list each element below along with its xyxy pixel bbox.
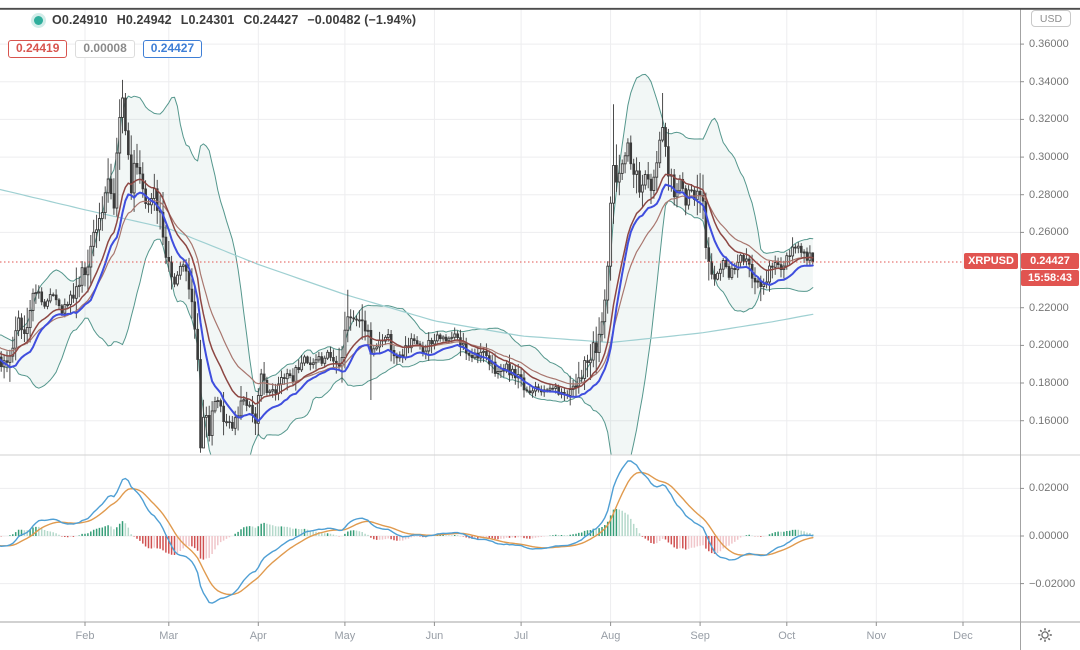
price-tick-label: 0.34000 [1029,75,1069,88]
indicator-values-row: 0.24419 0.00008 0.24427 [8,40,203,58]
series-marker-dot[interactable] [34,15,43,25]
bar-countdown-tag: 15:58:43 [1021,270,1079,286]
settings-gear-icon[interactable] [1036,626,1054,644]
legend-change: −0.00482 (−1.94%) [307,13,417,27]
macd-tick-label: −0.02000 [1029,577,1076,590]
month-label: May [334,630,356,642]
month-label: Feb [75,630,95,642]
symbol-price-tag: XRPUSD [964,253,1018,269]
indicator-value-blue: 0.24427 [142,40,203,58]
ohlc-legend: O0.24910 H0.24942 L0.24301 C0.24427 −0.0… [34,13,425,27]
price-tick-label: 0.36000 [1029,38,1069,51]
month-label: Jul [514,630,529,642]
month-label: Jun [425,630,444,642]
price-tick-label: 0.26000 [1029,226,1069,239]
month-label: Apr [249,630,267,642]
month-label: Oct [778,630,796,642]
macd-tick-label: 0.00000 [1029,530,1069,542]
indicator-value-red: 0.24419 [8,40,68,58]
month-label: Sep [690,630,710,642]
month-label: Dec [953,630,973,642]
legend-close: C0.24427 [243,13,299,27]
currency-toggle-badge[interactable]: USD [1031,10,1071,27]
price-tick-label: 0.20000 [1029,339,1069,352]
month-label: Aug [600,630,621,642]
legend-high: H0.24942 [116,13,172,27]
macd-tick-label: 0.02000 [1029,482,1069,495]
price-tick-label: 0.28000 [1029,188,1069,201]
price-tick-label: 0.18000 [1029,377,1069,390]
price-tick-label: 0.30000 [1029,151,1069,164]
month-label: Mar [159,630,179,642]
month-label: Nov [866,630,887,642]
price-tick-label: 0.22000 [1029,301,1069,314]
indicator-value-gray: 0.00008 [75,40,135,58]
legend-open: O0.24910 [52,13,108,27]
price-tick-label: 0.16000 [1029,414,1069,427]
price-tick-label: 0.32000 [1029,113,1069,126]
legend-low: L0.24301 [180,13,235,27]
last-price-axis-tag: 0.24427 [1021,253,1079,269]
